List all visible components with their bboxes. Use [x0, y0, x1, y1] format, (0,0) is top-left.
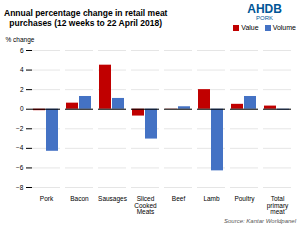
svg-text:−4: −4: [16, 144, 24, 151]
html-text:purchases (12 weeks to 22 Apri: purchases (12 weeks to 22 April 2018): [9, 18, 163, 28]
svg-text:Totalprimarymeat: Totalprimarymeat: [267, 195, 289, 215]
svg-text:4: 4: [20, 66, 24, 73]
svg-text:Poultry: Poultry: [234, 195, 255, 203]
svg-text:Sausages: Sausages: [98, 195, 128, 203]
svg-text:−8: −8: [16, 184, 24, 191]
svg-text:Pork: Pork: [40, 195, 54, 202]
svg-text:−2: −2: [16, 125, 24, 132]
svg-text:% change: % change: [6, 36, 35, 44]
svg-text:−6: −6: [16, 164, 24, 171]
html-text:AHDB: AHDB: [247, 2, 282, 16]
svg-text:6: 6: [20, 47, 24, 54]
svg-text:Beef: Beef: [172, 195, 186, 202]
svg-text:0: 0: [20, 105, 24, 112]
html-text:PORK: PORK: [256, 15, 274, 21]
svg-text:2: 2: [20, 86, 24, 93]
svg-text:SlicedCookedMeats: SlicedCookedMeats: [134, 195, 157, 215]
svg-text:Bacon: Bacon: [70, 195, 89, 202]
html-text:Source: Kantar Worldpanel: Source: Kantar Worldpanel: [224, 218, 296, 224]
html-text:Volume: Volume: [272, 24, 296, 31]
html-text:Annual percentage change in re: Annual percentage change in retail meat: [4, 8, 168, 18]
svg-text:Lamb: Lamb: [203, 195, 220, 202]
html-text:Value: Value: [241, 24, 259, 31]
